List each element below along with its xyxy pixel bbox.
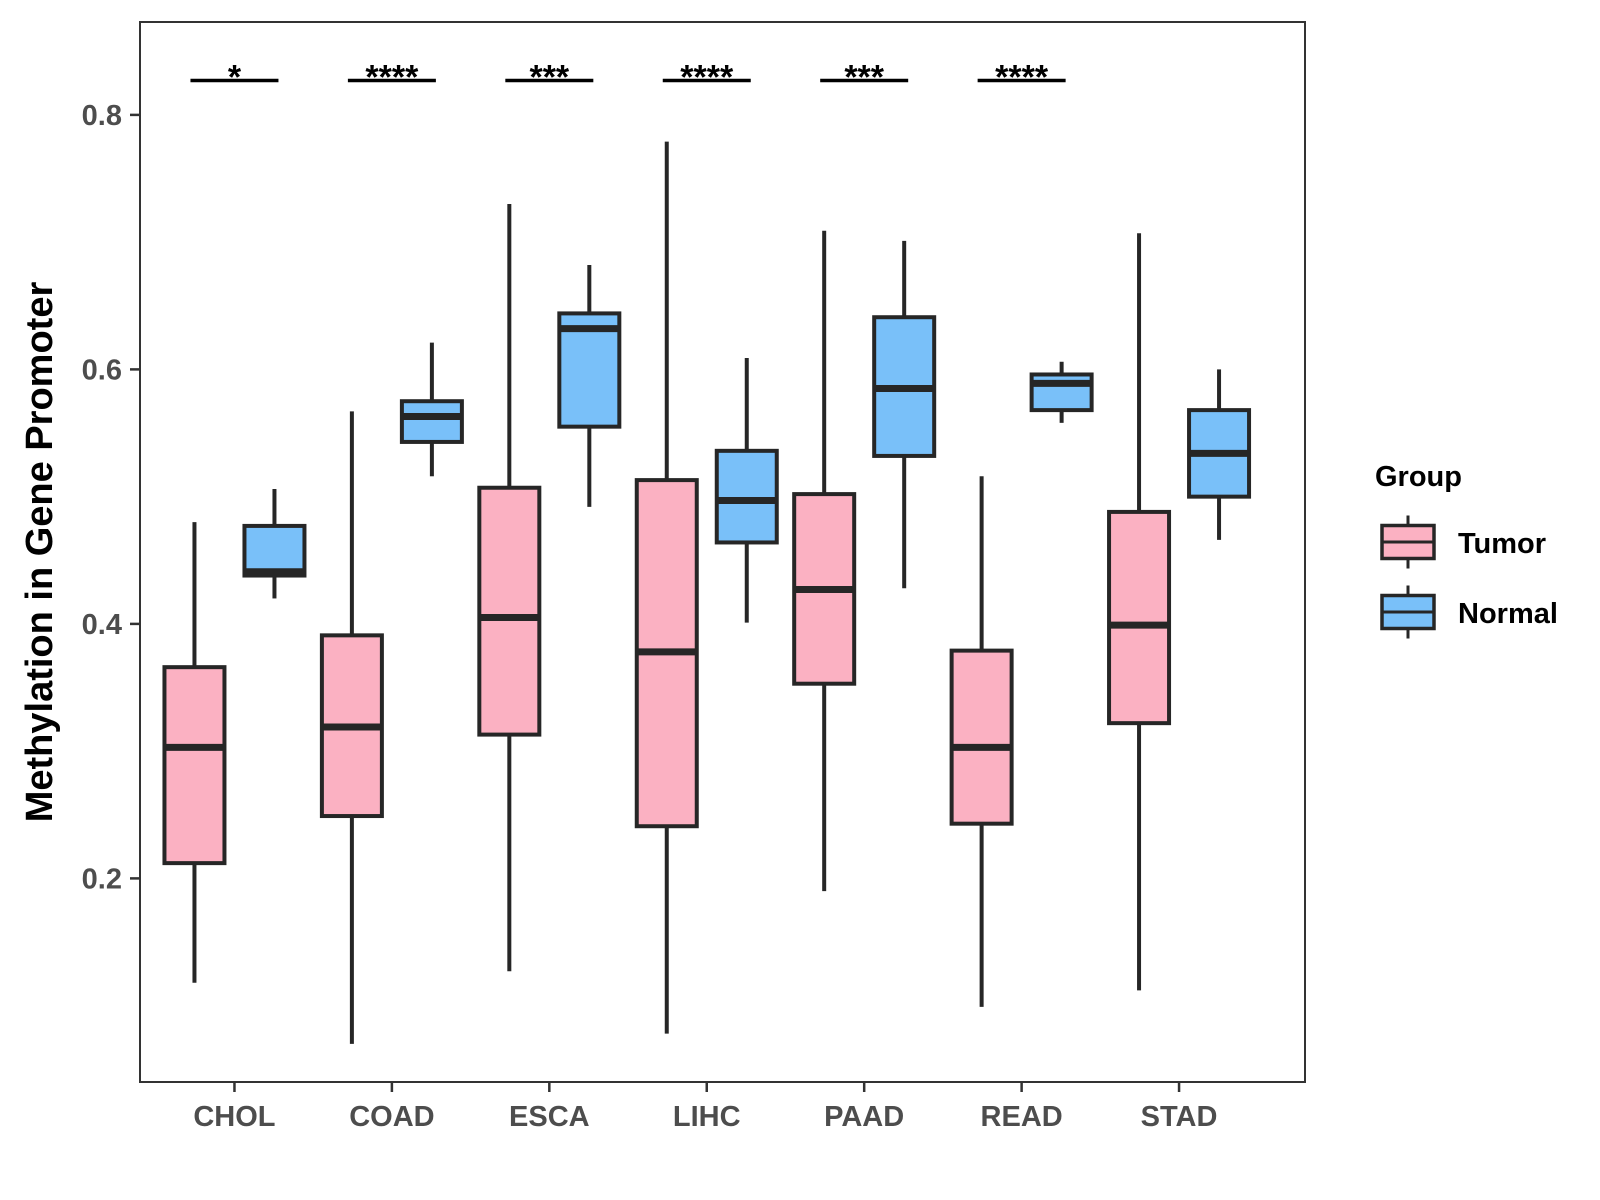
box-normal-paad [872, 240, 937, 589]
significance-paad: *** [820, 59, 909, 97]
legend-item-normal: Normal [1380, 585, 1558, 639]
y-axis-title: Methylation in Gene Promoter [19, 282, 61, 823]
box-iqr [714, 448, 779, 545]
significance-label: *** [529, 59, 569, 97]
significance-label: *** [844, 59, 884, 97]
y-tick-label: 0.2 [82, 863, 122, 895]
box-normal-stad [1187, 369, 1252, 540]
significance-label: **** [995, 59, 1049, 97]
x-tick-label: READ [981, 1101, 1063, 1133]
box-normal-coad [399, 342, 464, 477]
significance-label: **** [365, 59, 419, 97]
y-tick-label: 0.8 [82, 100, 122, 132]
x-tick-label: CHOL [193, 1101, 275, 1133]
x-tick-label: PAAD [824, 1101, 904, 1133]
y-tick-label: 0.4 [82, 609, 122, 641]
box-iqr [399, 399, 464, 444]
box-tumor-stad [1107, 233, 1172, 991]
box-tumor-paad [792, 230, 857, 892]
box-iqr [162, 665, 227, 866]
box-tumor-read [949, 476, 1014, 1007]
significance-label: * [228, 59, 242, 97]
x-tick-label: LIHC [673, 1101, 741, 1133]
x-tick-label: ESCA [509, 1101, 590, 1133]
legend-label: Normal [1458, 598, 1558, 630]
box-iqr [1107, 509, 1172, 726]
legend: Group Tumor Normal [1375, 461, 1558, 639]
legend-item-tumor: Tumor [1380, 515, 1546, 569]
box-tumor-esca [477, 203, 542, 972]
significance-label: **** [680, 59, 734, 97]
box-normal-esca [557, 265, 622, 507]
box-normal-lihc [714, 357, 779, 623]
significance-coad: **** [347, 59, 436, 97]
box-tumor-coad [319, 411, 384, 1044]
box-normal-read [1029, 361, 1094, 423]
box-iqr [1029, 372, 1094, 413]
significance-read: **** [977, 59, 1066, 97]
significance-esca: *** [505, 59, 594, 97]
significance-lihc: **** [662, 59, 751, 97]
box-iqr [557, 311, 622, 429]
x-axis: CHOL COAD ESCA LIHC PAAD READ STAD [193, 1082, 1217, 1133]
legend-label: Tumor [1458, 528, 1546, 560]
significance-layer: * **** *** **** *** **** [190, 59, 1066, 97]
y-tick-label: 0.6 [82, 354, 122, 386]
box-normal-chol [242, 489, 307, 599]
y-axis: 0.2 0.4 0.6 0.8 [82, 100, 140, 895]
box-iqr [242, 523, 307, 578]
box-tumor-chol [162, 522, 227, 983]
legend-title: Group [1375, 461, 1462, 493]
box-iqr [949, 648, 1014, 826]
box-tumor-lihc [634, 141, 699, 1034]
boxes-layer [162, 141, 1252, 1044]
plot-border [139, 21, 1306, 1083]
x-tick-label: COAD [349, 1101, 434, 1133]
significance-chol: * [190, 59, 279, 97]
box-iqr [477, 485, 542, 737]
x-tick-label: STAD [1141, 1101, 1218, 1133]
